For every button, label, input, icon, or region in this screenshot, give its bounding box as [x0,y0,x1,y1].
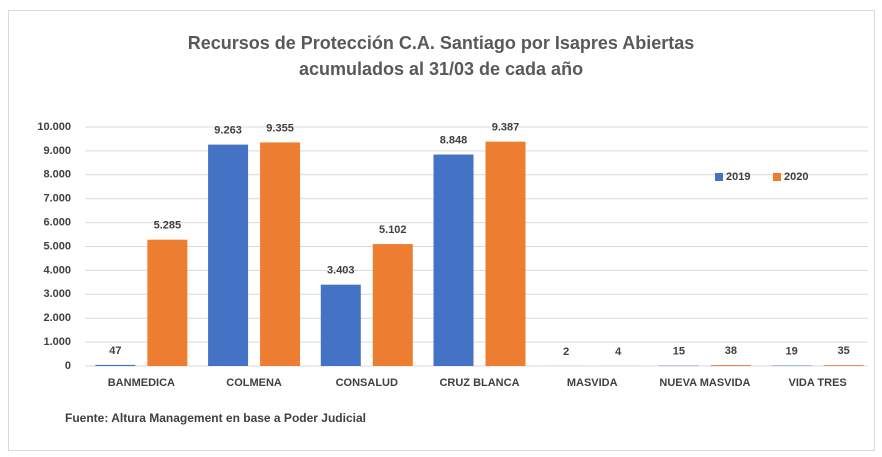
y-tick-label: 5.000 [43,240,71,252]
data-label: 2 [563,346,569,358]
chart-subtitle: acumulados al 31/03 de cada año [299,59,583,79]
bar [208,144,249,366]
bar [95,364,136,366]
data-label: 8.848 [440,134,468,146]
y-tick-label: 0 [65,360,71,372]
legend-swatch [715,173,723,181]
y-tick-label: 1.000 [43,336,71,348]
bar [147,239,188,366]
x-tick-label: CRUZ BLANCA [439,377,519,389]
x-tick-label: MASVIDA [567,377,618,389]
data-label: 9.355 [266,122,294,134]
data-label: 4 [615,346,622,358]
y-tick-label: 6.000 [43,217,71,229]
chart-title: Recursos de Protección C.A. Santiago por… [188,33,694,53]
data-label: 47 [109,345,121,357]
source-note: Fuente: Altura Management en base a Pode… [65,411,366,425]
y-tick-label: 3.000 [43,288,71,300]
x-tick-label: NUEVA MASVIDA [659,377,750,389]
x-tick-label: BANMEDICA [108,377,175,389]
y-tick-label: 8.000 [43,169,71,181]
bar [320,284,361,366]
legend-swatch [773,173,781,181]
data-label: 19 [786,345,798,357]
data-label: 5.102 [379,224,407,236]
data-label: 3.403 [327,265,355,277]
data-label: 38 [725,345,737,357]
data-label: 35 [838,345,850,357]
bar [823,365,864,366]
bar [710,365,751,366]
legend-label: 2019 [726,171,750,183]
y-tick-label: 2.000 [43,312,71,324]
legend-label: 2020 [784,171,808,183]
data-label: 15 [673,346,685,358]
y-tick-label: 10.000 [37,121,71,133]
y-tick-label: 9.000 [43,145,71,157]
data-label: 5.285 [154,220,182,232]
y-tick-label: 7.000 [43,193,71,205]
data-label: 9.263 [214,125,242,137]
x-tick-label: COLMENA [226,377,282,389]
bar [485,141,526,366]
bar [260,142,301,366]
x-tick-label: CONSALUD [336,377,398,389]
bar [372,244,413,366]
data-label: 9.387 [492,122,520,134]
bar [433,154,474,366]
y-tick-label: 4.000 [43,264,71,276]
x-tick-label: VIDA TRES [789,377,847,389]
